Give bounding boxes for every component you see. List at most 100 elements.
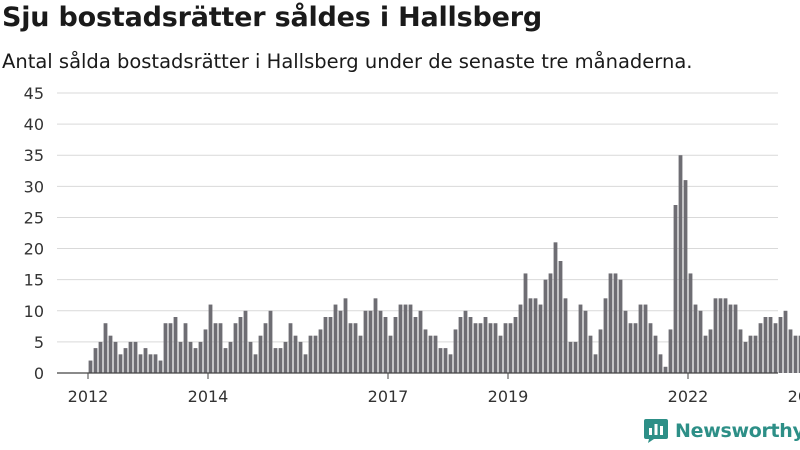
bar [693,304,698,373]
bar [688,273,693,373]
bar [248,341,253,373]
bar [723,298,728,373]
bar [463,310,468,373]
bar [383,317,388,373]
bar [718,298,723,373]
bar [148,354,153,373]
bar [473,323,478,373]
bar [188,341,193,373]
bar [713,298,718,373]
bar [443,348,448,373]
newsworthy-logo: Newsworthy [643,418,800,444]
y-tick-label: 45 [24,84,44,103]
bar [418,310,423,373]
bar [288,323,293,373]
bar [573,341,578,373]
bar [263,323,268,373]
bar [168,323,173,373]
bar [618,279,623,373]
bar [318,329,323,373]
bar [143,348,148,373]
bar [253,354,258,373]
bar [238,317,243,373]
bar [313,335,318,373]
bar [198,341,203,373]
bar [538,304,543,373]
bar [308,335,313,373]
bar [483,317,488,373]
bar [213,323,218,373]
bar [433,335,438,373]
bar [793,335,798,373]
bar [548,273,553,373]
bar [613,273,618,373]
bar [708,329,713,373]
bar [678,155,683,373]
bar [388,335,393,373]
bar [363,310,368,373]
bar [303,354,308,373]
y-tick-label: 40 [24,115,44,134]
bar [98,341,103,373]
bar [498,335,503,373]
bar [748,335,753,373]
bar [593,354,598,373]
bar [568,341,573,373]
bar [153,354,158,373]
bar [333,304,338,373]
newsworthy-brand-name: Newsworthy [675,420,800,442]
bar [638,304,643,373]
bar [113,341,118,373]
bar [668,329,673,373]
bar [103,323,108,373]
bar [648,323,653,373]
y-tick-label: 0 [34,364,44,383]
x-tick-label: 2014 [188,387,229,406]
x-tick-label: 2017 [368,387,409,406]
bar [753,335,758,373]
bar [703,335,708,373]
bar [543,279,548,373]
bar [758,323,763,373]
bar [393,317,398,373]
bar [653,335,658,373]
bar [298,341,303,373]
y-tick-label: 35 [24,146,44,165]
bar [583,310,588,373]
bar [663,366,668,373]
bar [788,329,793,373]
bar [733,304,738,373]
bar [218,323,223,373]
bar [743,341,748,373]
bar [93,348,98,373]
chart-subtitle: Antal sålda bostadsrätter i Hallsberg un… [2,50,693,73]
x-tick-label: 2022 [668,387,709,406]
bar [633,323,638,373]
bar [133,341,138,373]
bar [183,323,188,373]
bar [683,180,688,373]
bar [193,348,198,373]
y-tick-label: 10 [24,302,44,321]
bar [513,317,518,373]
bar [698,310,703,373]
x-tick-label: 2019 [488,387,529,406]
bar [773,323,778,373]
bar [558,261,563,373]
y-tick-label: 25 [24,208,44,227]
bar [738,329,743,373]
bar [493,323,498,373]
bar [358,335,363,373]
bar [603,298,608,373]
bar [533,298,538,373]
bar [528,298,533,373]
bar [118,354,123,373]
bar [728,304,733,373]
bar [778,317,783,373]
bar [553,242,558,373]
bar [128,341,133,373]
bar [348,323,353,373]
bar [408,304,413,373]
x-tick-label: 2024 [788,387,800,406]
